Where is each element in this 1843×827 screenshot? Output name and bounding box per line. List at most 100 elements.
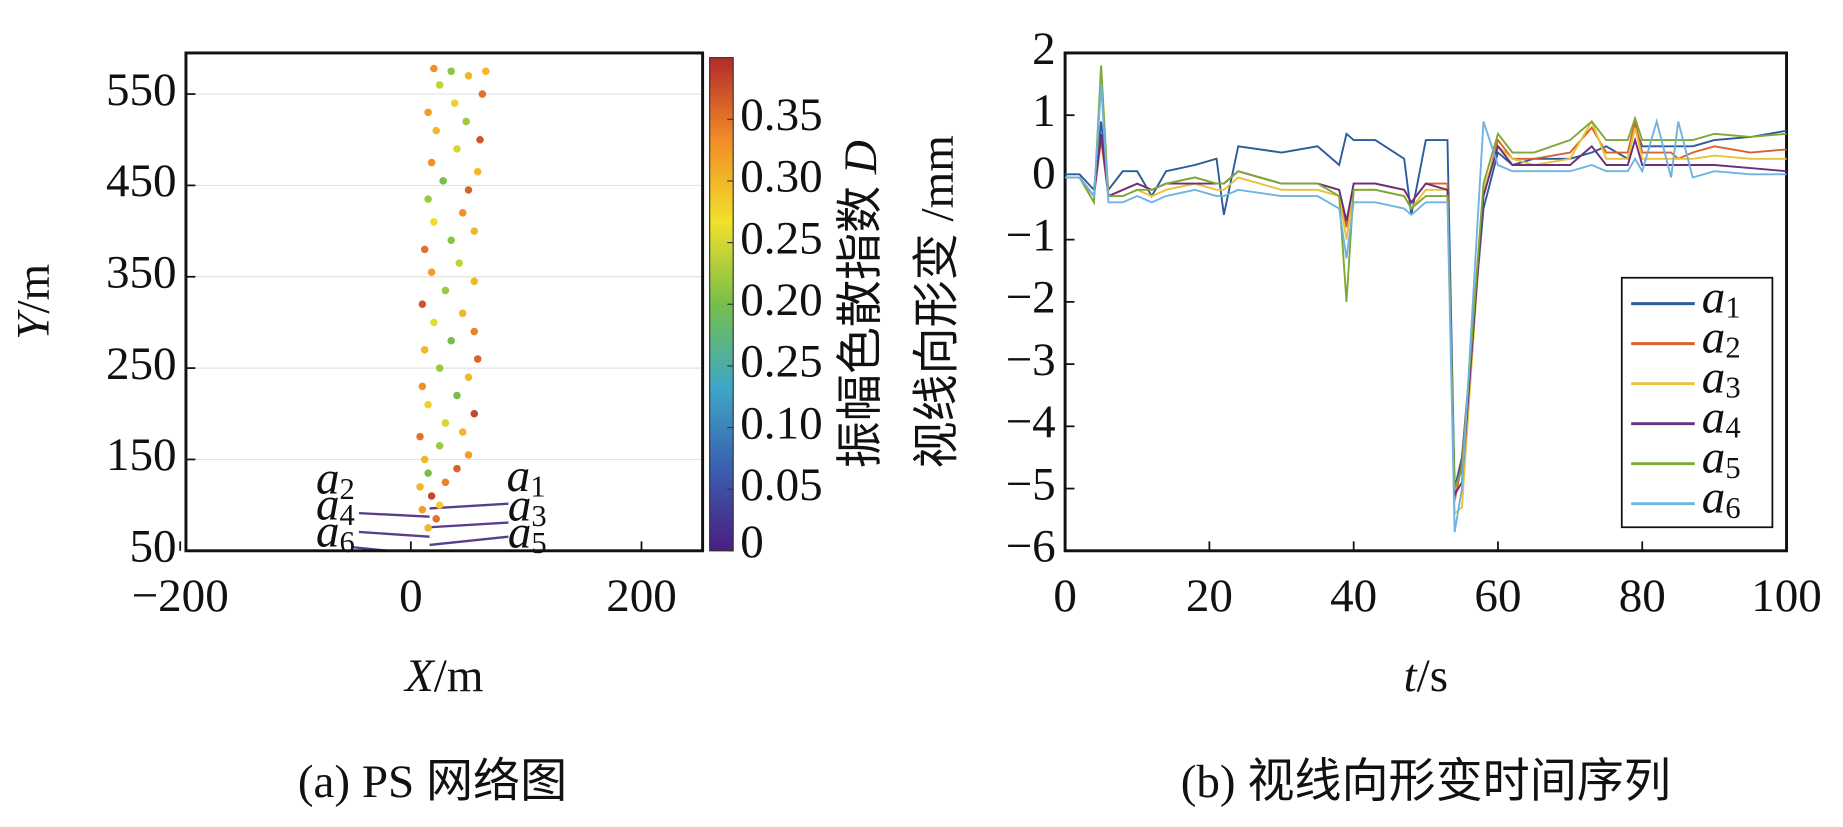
ps-point: [473, 355, 482, 363]
ps-point: [418, 300, 427, 308]
ps-point: [464, 451, 473, 459]
annotation-lines: [352, 502, 509, 552]
y-tick-label: −4: [1006, 396, 1056, 448]
x-tick-label: −200: [132, 570, 229, 622]
ps-point: [430, 218, 438, 226]
ps-point: [432, 126, 440, 135]
ps-point: [447, 336, 455, 345]
colorbar-label: 振幅色散指数 D: [835, 140, 887, 468]
annotation: a3: [508, 479, 547, 533]
ps-point: [435, 441, 444, 450]
ps-point: [435, 81, 444, 89]
ps-point: [418, 382, 427, 391]
ps-point: [416, 483, 424, 491]
ps-point: [430, 64, 438, 73]
legend-box: [1620, 276, 1774, 529]
ps-point: [420, 455, 429, 464]
annotation-line: [358, 511, 430, 518]
colorbar-tick-label: 0.35: [740, 89, 822, 141]
ps-point: [427, 492, 436, 500]
ps-point: [441, 419, 450, 427]
annotation: a6: [316, 505, 355, 559]
legend-label: a1: [1702, 271, 1741, 325]
ps-point: [424, 400, 432, 409]
ps-point: [432, 515, 440, 523]
y-tick-label: 450: [106, 155, 177, 207]
ps-point: [470, 327, 479, 336]
y-tick-label: −6: [1006, 521, 1056, 573]
ps-point: [453, 464, 461, 473]
annotation: a5: [508, 506, 547, 560]
caption: (b) 视线向形变时间序列: [1181, 756, 1671, 808]
y-tick-label: −3: [1006, 334, 1056, 386]
ps-point: [470, 227, 479, 235]
y-tick-label: 50: [129, 521, 176, 573]
ps-point: [455, 259, 464, 267]
x-tick-label: 80: [1619, 570, 1666, 622]
y-tick-label: 1: [1032, 85, 1056, 137]
ps-point: [458, 309, 467, 318]
ps-point: [441, 478, 450, 487]
ps-point: [427, 268, 436, 276]
legend-label: a3: [1702, 351, 1741, 405]
ps-point: [447, 67, 455, 75]
caption: (a) PS 网络图: [298, 756, 567, 808]
x-tick-label: 40: [1330, 570, 1377, 622]
annotation-line: [429, 535, 509, 547]
series-line: [1065, 83, 1787, 516]
x-tick-label: 200: [606, 570, 677, 622]
series-line: [1065, 121, 1787, 489]
plot-frame: [184, 51, 705, 553]
y-tick-label: 250: [106, 338, 177, 390]
legend-label: a5: [1702, 431, 1741, 485]
x-tick-label: 60: [1474, 570, 1521, 622]
ps-point: [464, 72, 473, 80]
ps-point: [464, 186, 473, 194]
annotation-line: [429, 521, 509, 529]
ps-point: [418, 505, 427, 514]
ps-point: [458, 428, 467, 436]
y-tick-label: 350: [106, 247, 177, 299]
x-tick-label: 0: [399, 570, 423, 622]
annotation-line: [429, 502, 509, 510]
y-tick-label: −1: [1006, 209, 1056, 261]
x-tick-label: 0: [1053, 570, 1077, 622]
ps-point: [470, 410, 479, 418]
ps-point: [424, 108, 432, 117]
ps-point: [416, 432, 424, 441]
annotation-line: [358, 530, 430, 538]
y-tick-label: 0: [1032, 147, 1056, 199]
ps-point: [470, 277, 479, 286]
x-axis-label: t/s: [1404, 650, 1448, 702]
ps-point: [473, 167, 482, 176]
annotation: a4: [316, 478, 355, 532]
x-tick-label: 100: [1751, 570, 1822, 622]
colorbar-tick-label: 0.30: [740, 151, 822, 203]
annotation: a1: [507, 450, 546, 504]
ps-point: [464, 373, 473, 382]
ps-point: [420, 346, 429, 354]
ps-point: [482, 67, 490, 75]
y-axis-label: 视线向形变 /mm: [911, 135, 963, 468]
ps-point: [441, 286, 450, 295]
y-tick-label: −2: [1006, 272, 1056, 324]
colorbar-tick-label: 0.10: [740, 397, 822, 449]
annotation: a2: [316, 452, 355, 506]
plot-frame: [1063, 51, 1789, 553]
ps-point: [476, 135, 484, 144]
ps-point: [435, 364, 444, 372]
colorbar-tick-label: 0.05: [740, 459, 822, 511]
ps-point: [450, 99, 459, 107]
colorbar-tick-label: 0.25: [740, 212, 822, 264]
ps-point: [453, 391, 461, 400]
ps-point: [453, 145, 461, 153]
colorbar-tick-label: 0: [740, 516, 764, 568]
series-line: [1065, 83, 1787, 533]
legend-label: a4: [1702, 391, 1741, 445]
ps-point: [427, 158, 436, 167]
ps-point: [424, 469, 432, 477]
x-tick-label: 20: [1186, 570, 1233, 622]
y-tick-label: 2: [1032, 23, 1056, 75]
